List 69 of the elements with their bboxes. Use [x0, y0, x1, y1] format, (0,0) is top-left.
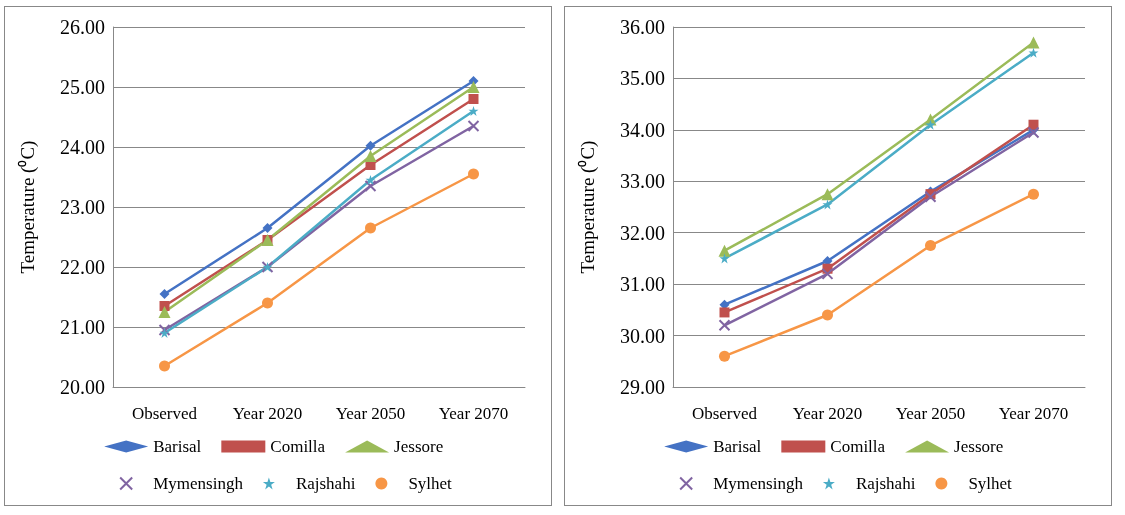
y-tick-label: 31.00	[620, 273, 665, 296]
point	[365, 222, 376, 234]
point	[1028, 47, 1039, 58]
x-tick-label: Observed	[131, 404, 198, 423]
point	[822, 199, 833, 210]
y-tick-label: 30.00	[620, 324, 665, 347]
y-axis-title: Temperature (⁰C)	[17, 140, 39, 274]
y-tick-label: 33.00	[620, 170, 665, 193]
point	[1027, 126, 1040, 139]
point	[718, 319, 731, 332]
legend-label: Jessore	[394, 437, 444, 456]
legend-label: Jessore	[954, 437, 1004, 456]
point	[158, 324, 171, 336]
x-tick-label: Year 2070	[438, 404, 509, 423]
point	[925, 240, 936, 252]
y-axis-title: Temperature (⁰C)	[577, 140, 599, 274]
legend-label: Comilla	[830, 437, 886, 456]
y-tick-label: 36.00	[620, 16, 665, 38]
point	[821, 267, 834, 280]
point	[262, 297, 273, 309]
point	[719, 350, 730, 362]
x-tick-label: Year 2020	[232, 404, 303, 423]
legend-label: Barisal	[153, 437, 202, 456]
legend-label: Mymensingh	[713, 474, 804, 493]
point	[159, 328, 170, 338]
legend-label: Comilla	[270, 437, 326, 456]
point	[718, 244, 731, 257]
point	[159, 289, 170, 299]
point	[467, 120, 480, 132]
y-tick-label: 25.00	[60, 76, 105, 98]
y-tick-label: 32.00	[620, 221, 665, 244]
point	[159, 360, 170, 372]
point	[821, 188, 834, 201]
y-tick-label: 35.00	[620, 67, 665, 90]
legend-label: Sylhet	[408, 474, 453, 493]
point	[262, 223, 273, 233]
legend-label: Barisal	[713, 437, 762, 456]
y-tick-label: 24.00	[60, 136, 105, 158]
legend-label: Sylhet	[968, 474, 1013, 493]
point	[925, 119, 936, 130]
legend-label: Rajshahi	[855, 474, 916, 493]
point	[822, 309, 833, 321]
point	[468, 106, 479, 116]
y-tick-label: 22.00	[60, 256, 105, 278]
y-tick-label: 34.00	[620, 118, 665, 141]
point	[364, 150, 377, 162]
x-tick-label: Year 2050	[895, 404, 966, 423]
y-tick-label: 29.00	[620, 376, 665, 398]
point	[1027, 36, 1040, 49]
point	[365, 175, 376, 185]
x-tick-label: Year 2070	[998, 404, 1069, 423]
x-tick-label: Year 2020	[792, 404, 863, 423]
point	[1028, 188, 1039, 200]
x-tick-label: Observed	[691, 404, 758, 423]
point	[158, 306, 171, 318]
point	[364, 180, 377, 192]
point	[365, 140, 376, 151]
y-tick-label: 21.00	[60, 316, 105, 338]
x-tick-label: Year 2050	[335, 404, 406, 423]
point	[468, 94, 479, 104]
legend-label: Mymensingh	[153, 474, 244, 493]
legend-label: Rajshahi	[295, 474, 356, 493]
y-tick-label: 26.00	[60, 16, 105, 38]
point	[468, 168, 479, 180]
point	[467, 81, 480, 93]
y-tick-label: 20.00	[60, 376, 105, 398]
y-tick-label: 23.00	[60, 196, 105, 218]
point	[719, 307, 730, 318]
point	[719, 253, 730, 264]
